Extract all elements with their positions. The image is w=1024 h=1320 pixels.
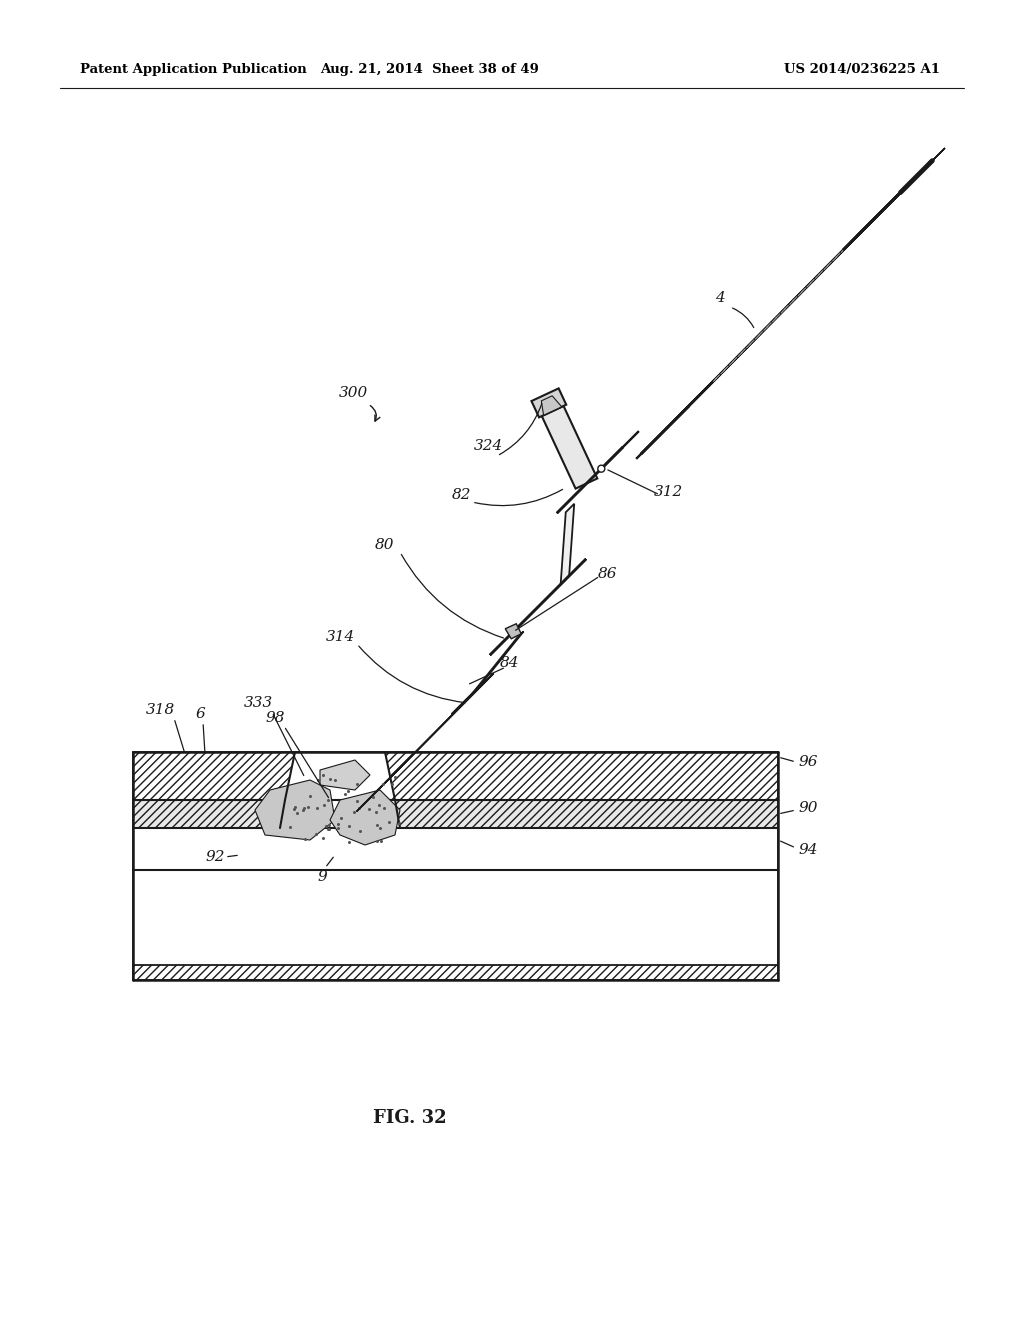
Text: 86: 86 [598, 568, 617, 581]
Polygon shape [922, 148, 945, 172]
Polygon shape [361, 673, 494, 807]
Text: 82: 82 [453, 488, 472, 502]
Polygon shape [542, 396, 562, 416]
Polygon shape [636, 407, 689, 459]
Text: 96: 96 [799, 755, 818, 770]
Text: 324: 324 [473, 440, 503, 453]
Text: Patent Application Publication: Patent Application Publication [80, 63, 307, 77]
Text: 333: 333 [244, 696, 272, 710]
Text: 300: 300 [338, 385, 368, 400]
Polygon shape [557, 446, 624, 513]
Polygon shape [531, 388, 566, 417]
Text: 314: 314 [326, 630, 354, 644]
Polygon shape [133, 752, 778, 800]
Polygon shape [641, 194, 899, 454]
Polygon shape [330, 789, 400, 845]
Text: 80: 80 [375, 539, 394, 552]
Text: FIG. 32: FIG. 32 [373, 1109, 446, 1127]
Polygon shape [505, 624, 521, 639]
Polygon shape [133, 800, 778, 828]
Text: 92: 92 [205, 850, 224, 865]
Polygon shape [452, 681, 484, 714]
Polygon shape [489, 558, 586, 655]
Text: 4: 4 [715, 290, 725, 305]
Text: US 2014/0236225 A1: US 2014/0236225 A1 [784, 63, 940, 77]
Polygon shape [471, 631, 523, 694]
Polygon shape [598, 432, 639, 473]
Polygon shape [319, 760, 370, 789]
Polygon shape [133, 965, 778, 979]
Polygon shape [660, 381, 714, 434]
Polygon shape [285, 752, 395, 800]
Text: 318: 318 [145, 704, 175, 717]
Polygon shape [542, 407, 597, 488]
Text: 6: 6 [196, 708, 205, 721]
Polygon shape [560, 504, 574, 585]
Polygon shape [356, 800, 369, 812]
Polygon shape [843, 169, 924, 249]
Polygon shape [133, 828, 778, 870]
Polygon shape [133, 870, 778, 979]
Polygon shape [857, 162, 930, 236]
Text: 312: 312 [653, 484, 683, 499]
Text: 84: 84 [501, 656, 520, 671]
Polygon shape [280, 800, 400, 828]
Text: 98: 98 [265, 711, 285, 725]
Polygon shape [255, 780, 335, 840]
Text: 94: 94 [799, 843, 818, 857]
Text: Aug. 21, 2014  Sheet 38 of 49: Aug. 21, 2014 Sheet 38 of 49 [321, 63, 540, 77]
Text: 9: 9 [317, 870, 327, 884]
Circle shape [598, 465, 605, 473]
Text: 90: 90 [799, 801, 818, 814]
